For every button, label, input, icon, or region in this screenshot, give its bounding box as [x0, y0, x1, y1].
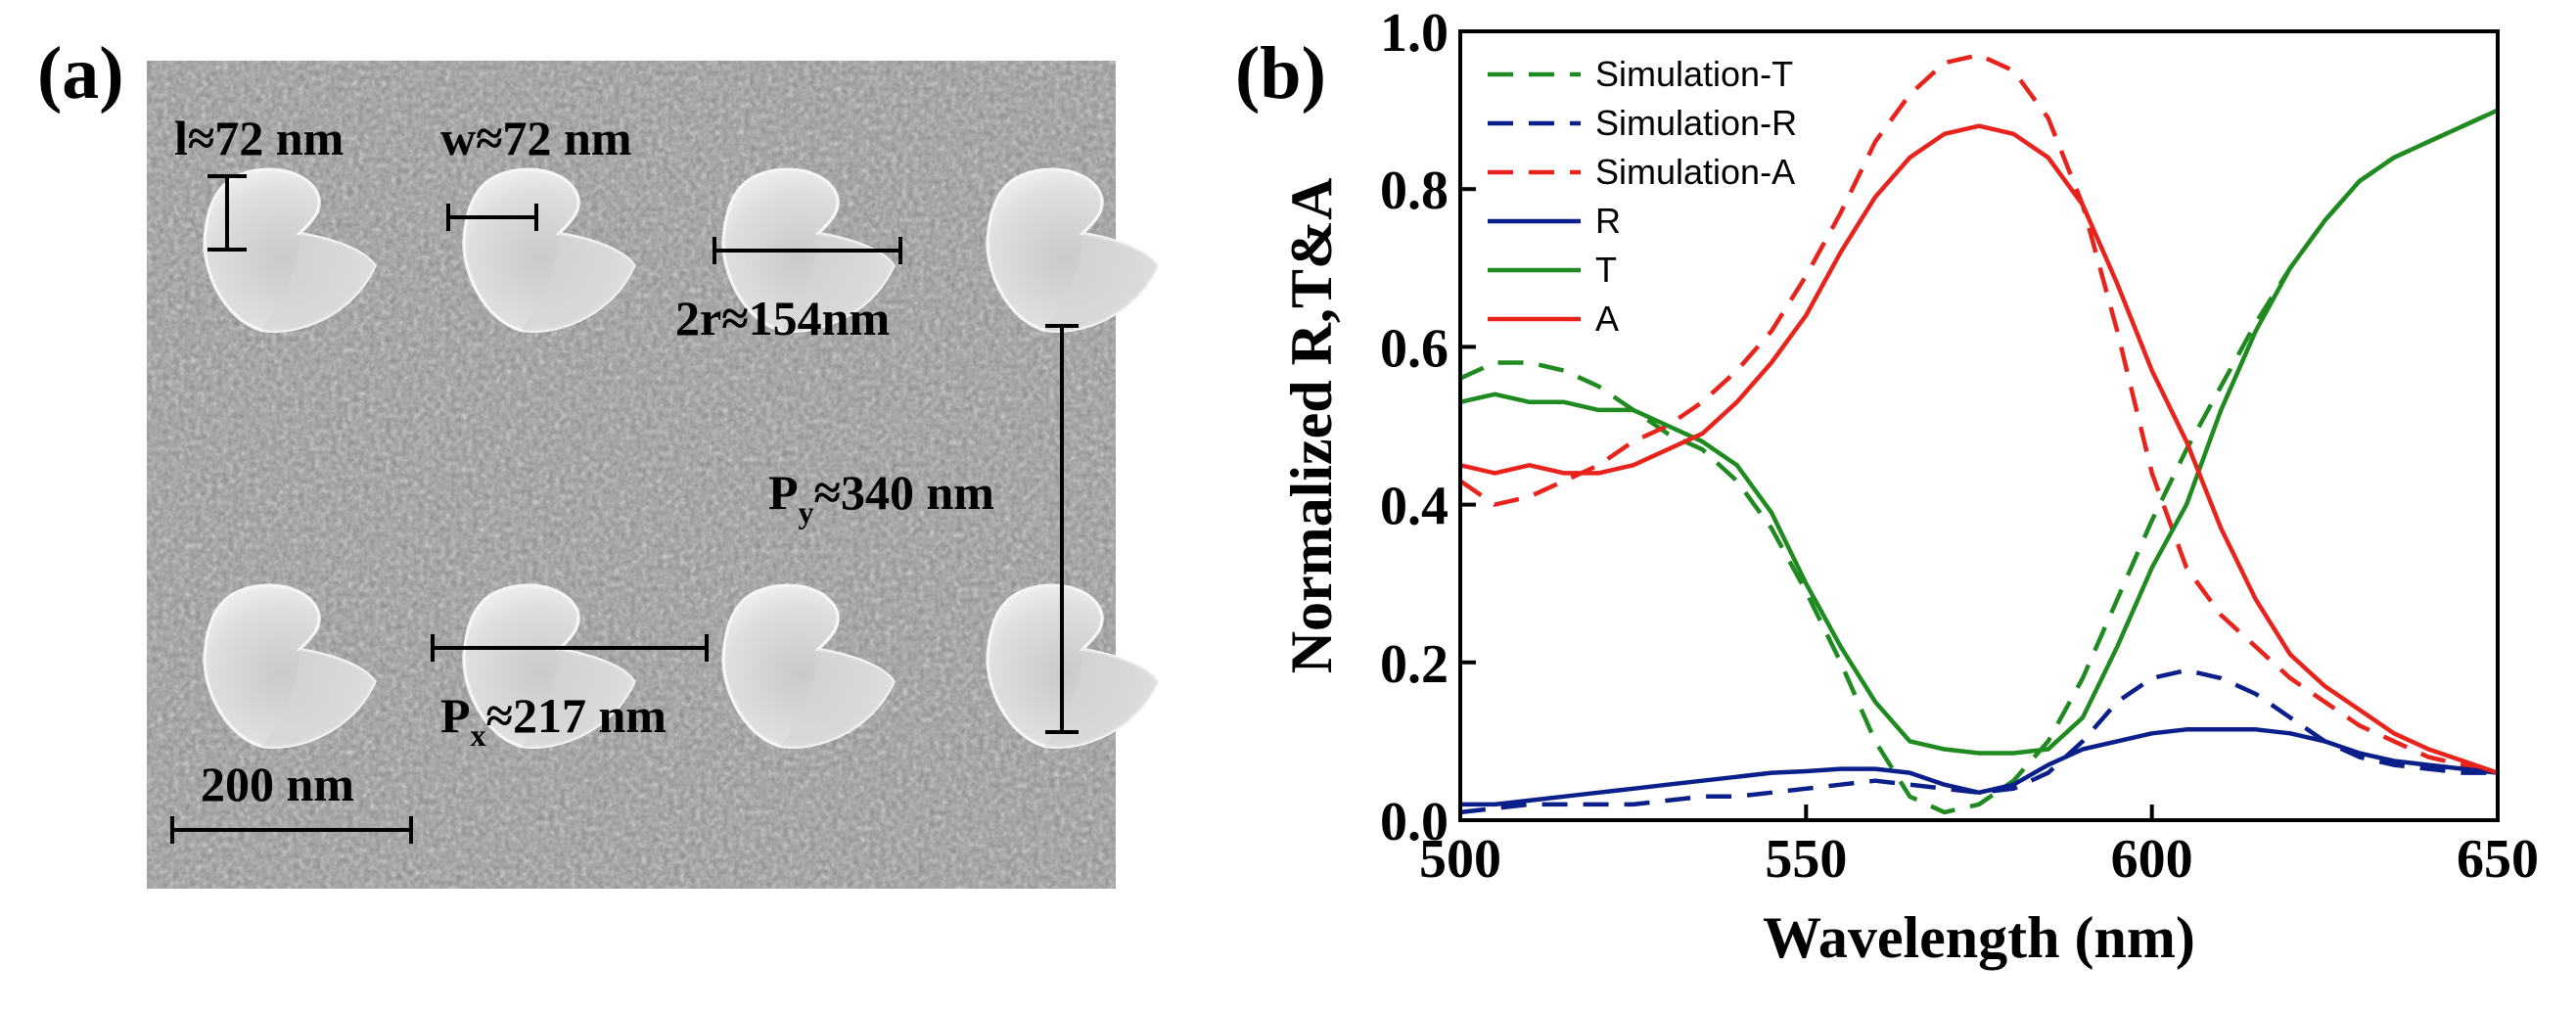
sem-image: [147, 61, 1160, 889]
y-tick-label: 0.8: [1380, 161, 1449, 221]
x-tick-label: 550: [1765, 829, 1847, 890]
plot-frame: [1458, 29, 2500, 822]
x-tick-label: 650: [2457, 829, 2539, 890]
legend-entry: R: [1595, 201, 1621, 241]
diameter-label: 2r≈154nm: [675, 291, 890, 345]
y-tick-label: 0.4: [1380, 477, 1449, 537]
y-tick-label: 0.0: [1380, 792, 1449, 852]
legend-entry: A: [1595, 299, 1619, 339]
y-tick-label: 1.0: [1380, 3, 1449, 64]
nanodisk: [986, 167, 1160, 334]
x-axis-title: Wavelength (nm): [1763, 905, 2195, 970]
period-x-label: Px≈217 nm: [440, 688, 667, 753]
legend-entry: Simulation-R: [1595, 103, 1797, 143]
series-line-simulation-a: [1458, 52, 2499, 775]
panel-a-label: (a): [37, 32, 124, 115]
nanodisk: [986, 583, 1160, 750]
y-tick-label: 0.6: [1380, 318, 1449, 379]
panel-b-label: (b): [1235, 32, 1326, 115]
ticks-layer: 500 550 600 650 0.0 0.2 0.4 0.6 0.8 1.0: [1380, 3, 2539, 890]
legend: Simulation-T Simulation-R Simulation-A RTA: [1488, 54, 1797, 339]
series-line-t: [1459, 108, 2499, 756]
width-label: w≈72 nm: [440, 111, 632, 165]
y-tick-label: 0.2: [1380, 634, 1449, 695]
series-line-a: [1459, 123, 2499, 775]
legend-entry: Simulation-A: [1595, 152, 1795, 192]
scale-bar-label: 200 nm: [201, 757, 354, 811]
period-y-label: Py≈340 nm: [768, 465, 994, 529]
length-label: l≈72 nm: [174, 111, 344, 165]
spectra-plot: 500 550 600 650 0.0 0.2 0.4 0.6 0.8 1.0 Simulatio…: [1380, 3, 2539, 890]
legend-entry: Simulation-T: [1595, 54, 1793, 94]
x-tick-label: 600: [2111, 829, 2193, 890]
series-line-r: [1460, 727, 2499, 807]
series-layer: [1458, 52, 2499, 815]
y-axis-title: Normalized R,T&A: [1279, 178, 1344, 674]
x-tick-label: 500: [1419, 829, 1501, 890]
legend-entry: T: [1595, 250, 1617, 290]
measurement-markers: [170, 174, 1079, 844]
